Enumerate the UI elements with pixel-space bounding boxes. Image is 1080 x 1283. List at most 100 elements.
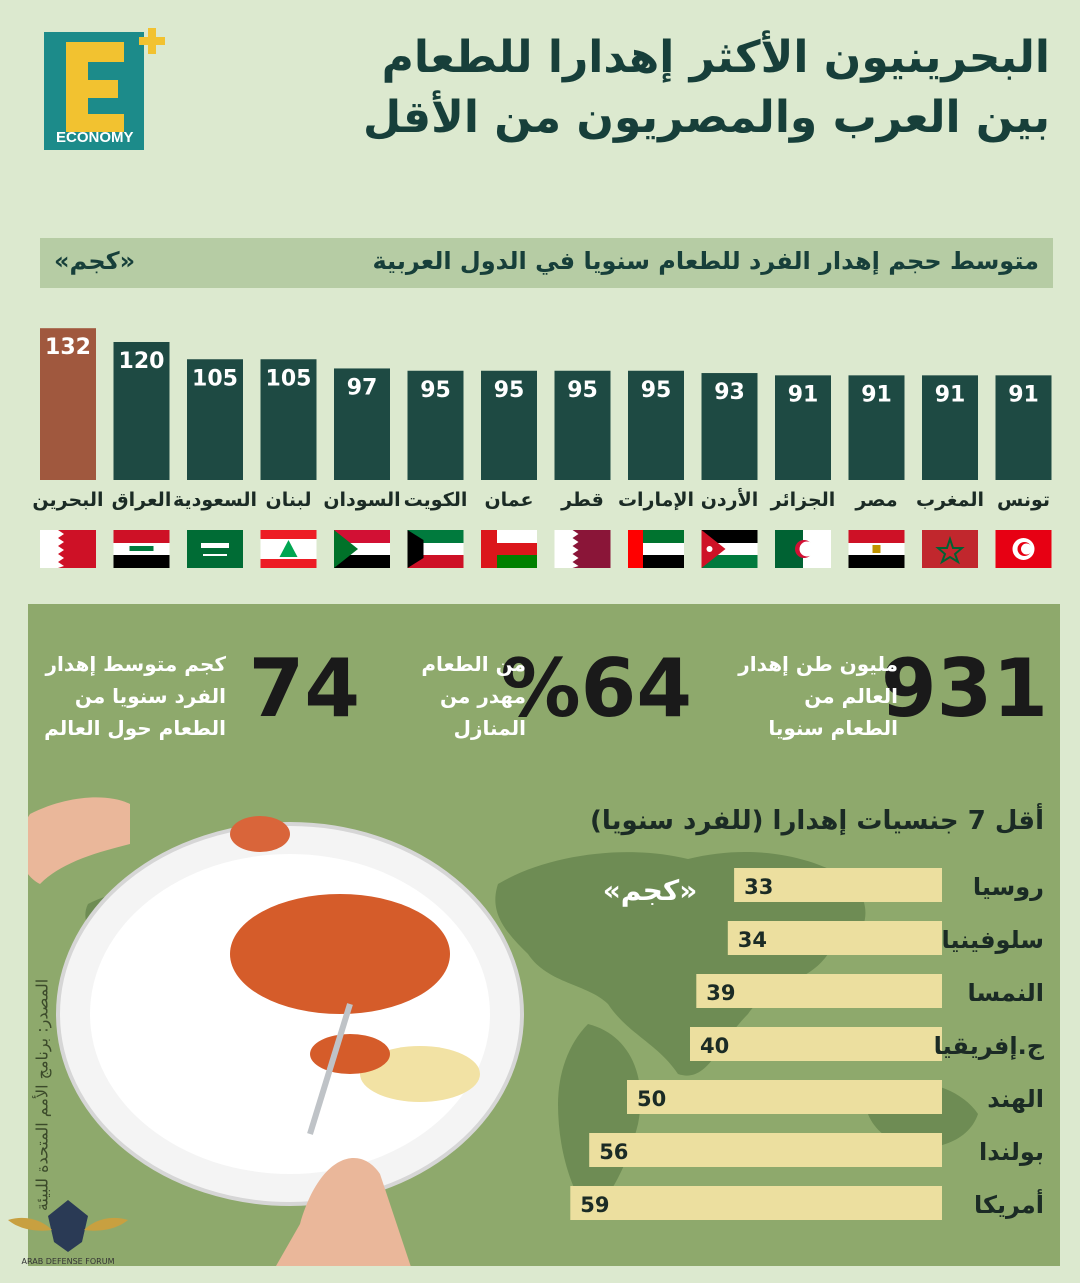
bar-label-6: عمان	[484, 489, 533, 511]
kuwait-flag	[407, 530, 464, 568]
low-bar-0	[734, 868, 942, 902]
source-text: المصدر: برنامج الأمم المتحدة للبيئة	[32, 978, 52, 1212]
sudan-flag	[334, 530, 390, 568]
stat-avg-number: 74	[248, 642, 360, 735]
low-bar-6	[570, 1186, 942, 1220]
bar-1	[113, 342, 170, 480]
morocco-flag	[922, 530, 978, 568]
bar-label-12: المغرب	[916, 489, 984, 511]
bar-value-0: 132	[45, 335, 91, 360]
bar-value-1: 120	[119, 349, 165, 374]
arab-chart-title: متوسط حجم إهدار الفرد للطعام سنويا في ال…	[372, 247, 1039, 275]
bar-2	[187, 359, 243, 480]
bar-0	[40, 328, 96, 480]
bar-label-8: الإمارات	[618, 489, 694, 511]
arab-bar-chart: 132 البحرين 120 العراق 105 السعودية 105 لبنان 97…	[32, 328, 1052, 568]
bar-label-5: الكويت	[404, 489, 468, 511]
low-bar-5	[589, 1133, 942, 1167]
bar-label-1: العراق	[112, 489, 172, 511]
bar-9	[701, 373, 758, 480]
tunisia-flag	[995, 530, 1052, 568]
bar-value-4: 97	[347, 375, 378, 400]
iraq-flag	[113, 530, 170, 568]
low-bar-3	[690, 1027, 942, 1061]
bar-8	[628, 370, 684, 480]
title-line-2: بين العرب والمصريون من الأقل	[363, 92, 1050, 143]
bar-4	[334, 368, 390, 480]
bar-label-10: الجزائر	[770, 489, 836, 511]
uae-flag	[628, 530, 684, 568]
page-title: البحرينيون الأكثر إهدارا للطعام بين العر…	[290, 28, 1050, 148]
bar-value-3: 105	[266, 366, 312, 391]
bar-label-13: تونس	[997, 489, 1050, 511]
title-line-1: البحرينيون الأكثر إهدارا للطعام	[381, 32, 1050, 83]
bar-value-6: 95	[494, 378, 525, 403]
plate-illustration	[28, 797, 524, 1266]
bar-3	[260, 359, 317, 480]
low-bar-value-0: 33	[744, 875, 773, 899]
low-bar-4	[627, 1080, 942, 1114]
low-bar-label-5: بولندا	[979, 1138, 1044, 1166]
lowest-bar-chart: 33 روسيا 34 سلوفينيا 39 النمسا 40 ج.إفريقيا 50 ال…	[570, 868, 1045, 1220]
qatar-flag	[554, 530, 611, 568]
low-chart-unit: «كجم»	[603, 874, 698, 907]
stats-panel: 931 مليون طن إهدار العالم من الطعام سنوي…	[28, 604, 1060, 1266]
bar-6	[481, 370, 537, 480]
arab-defense-forum-watermark: ARAB DEFENSE FORUM	[8, 1196, 128, 1276]
bar-7	[554, 370, 611, 480]
bar-label-2: السعودية	[173, 489, 257, 511]
bahrain-flag	[40, 530, 96, 568]
bar-5	[407, 370, 464, 480]
low-bar-label-6: أمريكا	[974, 1189, 1044, 1219]
stat-homes-number: %64	[500, 642, 692, 735]
low-bar-value-2: 39	[706, 981, 735, 1005]
stat-world-text: مليون طن إهدار العالم من الطعام سنويا	[738, 652, 898, 740]
stat-avg-text: كجم متوسط إهدار الفرد سنويا من الطعام حو…	[44, 652, 226, 740]
low-bar-label-1: سلوفينيا	[941, 926, 1044, 954]
stat-homes-text: من الطعام مهدر من المنازل	[421, 652, 526, 740]
bar-value-13: 91	[1008, 382, 1039, 407]
egypt-flag	[848, 530, 905, 568]
bar-value-8: 95	[641, 378, 672, 403]
bar-label-7: قطر	[560, 489, 604, 511]
bar-12	[922, 375, 978, 480]
logo-text: ECONOMY	[56, 129, 134, 146]
stat-world-number: 931	[881, 642, 1048, 735]
bar-label-4: السودان	[323, 489, 400, 511]
bar-label-0: البحرين	[32, 489, 103, 511]
jordan-flag	[701, 530, 758, 568]
algeria-flag	[775, 530, 831, 568]
arab-chart-unit: «كجم»	[54, 247, 136, 275]
low-bar-1	[727, 921, 942, 955]
low-bar-2	[696, 974, 942, 1008]
bar-value-10: 91	[788, 382, 819, 407]
bar-label-11: مصر	[854, 489, 897, 511]
oman-flag	[481, 530, 537, 568]
saudi-flag	[187, 530, 243, 568]
bar-value-5: 95	[420, 378, 451, 403]
lowest-title: أقل 7 جنسيات إهدارا (للفرد سنويا)	[590, 806, 1044, 836]
low-bar-label-3: ج.إفريقيا	[934, 1032, 1045, 1060]
low-bar-value-1: 34	[738, 928, 767, 952]
watermark-text: ARAB DEFENSE FORUM	[21, 1257, 115, 1266]
low-bar-value-4: 50	[637, 1087, 666, 1111]
bar-label-9: الأردن	[701, 488, 759, 511]
low-bar-value-3: 40	[700, 1034, 729, 1058]
bar-value-11: 91	[861, 382, 892, 407]
source-note: المصدر: برنامج الأمم المتحدة للبيئة	[28, 965, 56, 1225]
arab-chart-header: متوسط حجم إهدار الفرد للطعام سنويا في ال…	[40, 238, 1053, 288]
bar-value-2: 105	[192, 366, 238, 391]
low-bar-label-0: روسيا	[973, 873, 1044, 901]
bar-value-9: 93	[714, 380, 745, 405]
low-bar-label-4: الهند	[987, 1085, 1044, 1113]
economy-logo: ECONOMY	[44, 28, 168, 154]
bar-10	[775, 375, 831, 480]
bar-value-7: 95	[567, 378, 598, 403]
low-bar-value-6: 59	[580, 1193, 609, 1217]
low-bar-label-2: النمسا	[967, 979, 1044, 1007]
bar-11	[848, 375, 905, 480]
low-bar-value-5: 56	[599, 1140, 628, 1164]
bar-13	[995, 375, 1052, 480]
bar-label-3: لبنان	[266, 489, 312, 511]
